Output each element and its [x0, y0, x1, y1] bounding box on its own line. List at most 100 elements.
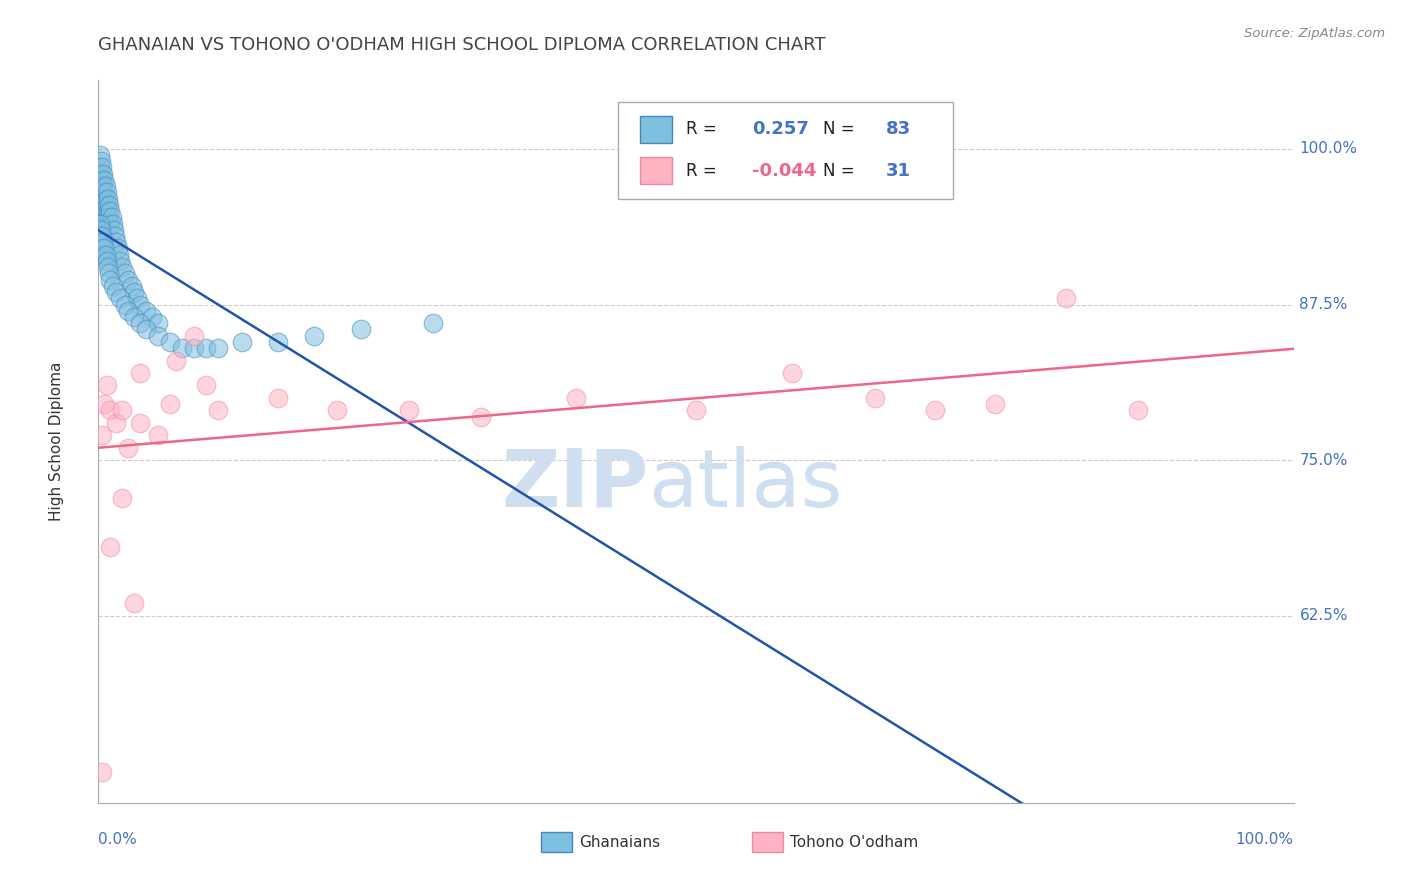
FancyBboxPatch shape [640, 116, 672, 143]
Text: N =: N = [824, 120, 855, 138]
Point [98, 403, 122, 417]
Text: -0.044: -0.044 [752, 161, 815, 179]
Point [148, 316, 170, 330]
Point [105, 416, 128, 430]
Point [135, 303, 157, 318]
Point [97, 204, 120, 219]
Point [90, 192, 112, 206]
Point [105, 285, 128, 299]
Point [93, 242, 115, 256]
Point [98, 272, 122, 286]
Point [98, 198, 121, 212]
Point [398, 403, 420, 417]
Point [91, 211, 114, 225]
Point [96, 198, 118, 212]
Point [101, 278, 124, 293]
Point [114, 297, 136, 311]
Point [98, 266, 121, 280]
Point [100, 211, 122, 225]
Point [984, 397, 1007, 411]
Text: 100.0%: 100.0% [1236, 831, 1294, 847]
Point [89, 161, 111, 175]
Point [195, 341, 218, 355]
Point [93, 397, 115, 411]
Point [96, 211, 118, 225]
Point [124, 597, 146, 611]
Text: 75.0%: 75.0% [1299, 453, 1348, 467]
Point [90, 179, 112, 194]
Point [91, 179, 114, 194]
Point [135, 322, 157, 336]
Point [125, 291, 148, 305]
Point [148, 428, 170, 442]
Point [172, 341, 194, 355]
Point [89, 173, 111, 187]
Text: 83: 83 [886, 120, 911, 138]
Point [141, 310, 163, 324]
Text: 31: 31 [886, 161, 911, 179]
Point [89, 148, 111, 162]
Point [91, 248, 114, 262]
Point [90, 223, 112, 237]
Point [183, 341, 205, 355]
Point [114, 266, 136, 280]
Point [90, 154, 112, 169]
Point [780, 366, 803, 380]
Text: 62.5%: 62.5% [1299, 608, 1348, 624]
Text: 100.0%: 100.0% [1299, 141, 1358, 156]
Point [91, 161, 114, 175]
Point [231, 334, 253, 349]
FancyBboxPatch shape [619, 102, 953, 200]
Point [148, 328, 170, 343]
Point [94, 179, 117, 194]
Point [93, 173, 115, 187]
Point [89, 217, 111, 231]
Point [96, 378, 118, 392]
Point [111, 403, 134, 417]
Point [89, 229, 111, 244]
Point [1056, 291, 1078, 305]
Text: Ghanaians: Ghanaians [579, 835, 661, 849]
Point [865, 391, 887, 405]
Text: Tohono O'odham: Tohono O'odham [790, 835, 918, 849]
Point [103, 223, 125, 237]
Point [97, 260, 120, 274]
Point [94, 192, 117, 206]
Point [183, 328, 205, 343]
Text: High School Diploma: High School Diploma [49, 362, 65, 521]
Point [93, 211, 115, 225]
Point [98, 211, 121, 225]
Point [91, 204, 114, 219]
Point [91, 198, 114, 212]
Text: R =: R = [686, 161, 717, 179]
Text: 0.0%: 0.0% [98, 831, 138, 847]
Point [117, 272, 139, 286]
Point [129, 316, 152, 330]
Point [350, 322, 373, 336]
Point [93, 186, 115, 200]
Point [101, 217, 124, 231]
Point [90, 167, 112, 181]
Text: 87.5%: 87.5% [1299, 297, 1348, 312]
Point [108, 291, 131, 305]
Point [267, 391, 290, 405]
Point [124, 310, 146, 324]
Point [91, 186, 114, 200]
Text: GHANAIAN VS TOHONO O'ODHAM HIGH SCHOOL DIPLOMA CORRELATION CHART: GHANAIAN VS TOHONO O'ODHAM HIGH SCHOOL D… [98, 36, 827, 54]
Point [97, 192, 120, 206]
Point [91, 235, 114, 250]
Point [1128, 403, 1150, 417]
Point [302, 328, 325, 343]
Point [104, 229, 127, 244]
Point [108, 253, 131, 268]
Point [91, 173, 114, 187]
Point [159, 334, 181, 349]
Point [91, 167, 114, 181]
Text: Source: ZipAtlas.com: Source: ZipAtlas.com [1244, 27, 1385, 40]
Point [470, 409, 492, 424]
FancyBboxPatch shape [640, 157, 672, 185]
Text: atlas: atlas [648, 446, 842, 524]
Point [91, 428, 114, 442]
Point [326, 403, 349, 417]
Point [129, 297, 152, 311]
